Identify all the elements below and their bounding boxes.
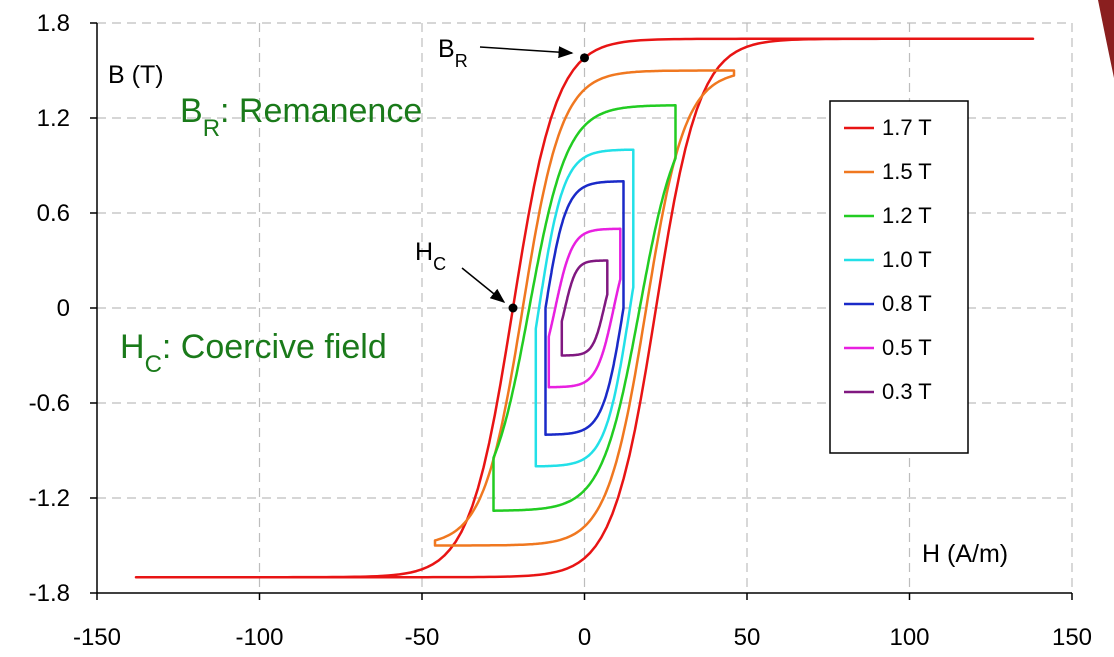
legend-label: 1.0 T (882, 247, 932, 272)
br-point-marker (580, 53, 589, 63)
y-tick-label: -1.8 (29, 580, 70, 607)
x-tick-label: 100 (889, 624, 929, 651)
y-tick-label: 0.6 (37, 200, 70, 227)
x-tick-label: -50 (405, 624, 440, 651)
coercive-note-rest: : Coercive field (162, 328, 387, 366)
hc-annotation-label: HC (415, 238, 446, 274)
y-tick-label: 1.8 (37, 10, 70, 37)
remanence-note: BR: Remanence (180, 92, 422, 142)
remanence-note-main: B (180, 92, 203, 130)
hc-point-marker (508, 303, 518, 313)
y-tick-label: 1.2 (37, 105, 70, 132)
y-tick-label: 0 (57, 295, 70, 322)
legend-label: 0.5 T (882, 335, 932, 360)
br-arrow (479, 46, 574, 59)
x-tick-label: -150 (73, 624, 121, 651)
legend-label: 1.7 T (882, 115, 932, 140)
hc-arrow (461, 267, 506, 303)
tick-labels: -150 -100 -50 0 50 100 150 1.8 1.2 0.6 0 -0.6 -1.2 -1… (29, 10, 1092, 651)
y-tick-label: -0.6 (29, 390, 70, 417)
legend: 1.7 T 1.5 T 1.2 T 1.0 T 0.8 T 0.5 T 0.3 T (829, 100, 969, 454)
series-10-curve (534, 148, 635, 468)
series-08-curve (544, 180, 625, 436)
remanence-note-rest: : Remanence (220, 92, 422, 130)
axes (90, 22, 1073, 600)
x-tick-label: 150 (1052, 624, 1092, 651)
remanence-note-sub: R (203, 115, 220, 142)
series-15-curve (433, 69, 736, 547)
coercive-note: HC: Coercive field (120, 328, 387, 378)
br-annotation-sub: R (455, 51, 468, 71)
hysteresis-curves (134, 37, 1035, 579)
logo-fragment (1098, 0, 1114, 78)
x-tick-label: 0 (578, 624, 591, 651)
y-tick-label: -1.2 (29, 485, 70, 512)
legend-label: 1.5 T (882, 159, 932, 184)
legend-box (829, 100, 969, 454)
series-12-curve (492, 104, 677, 512)
y-axis-title: B (T) (108, 61, 164, 89)
legend-label: 0.8 T (882, 291, 932, 316)
series-05-curve (547, 227, 622, 389)
br-annotation-main: B (438, 35, 455, 63)
series-03-curve (560, 259, 609, 357)
coercive-note-sub: C (145, 351, 162, 378)
series-17-curve (134, 37, 1035, 579)
hc-annotation-sub: C (433, 254, 446, 274)
legend-label: 0.3 T (882, 379, 932, 404)
x-tick-label: -100 (235, 624, 283, 651)
br-annotation-label: BR (438, 35, 468, 71)
x-tick-label: 50 (734, 624, 761, 651)
coercive-note-main: H (120, 328, 145, 366)
legend-label: 1.2 T (882, 203, 932, 228)
x-axis-title: H (A/m) (922, 540, 1008, 568)
annotation-points (508, 53, 589, 313)
hc-annotation-main: H (415, 238, 433, 266)
